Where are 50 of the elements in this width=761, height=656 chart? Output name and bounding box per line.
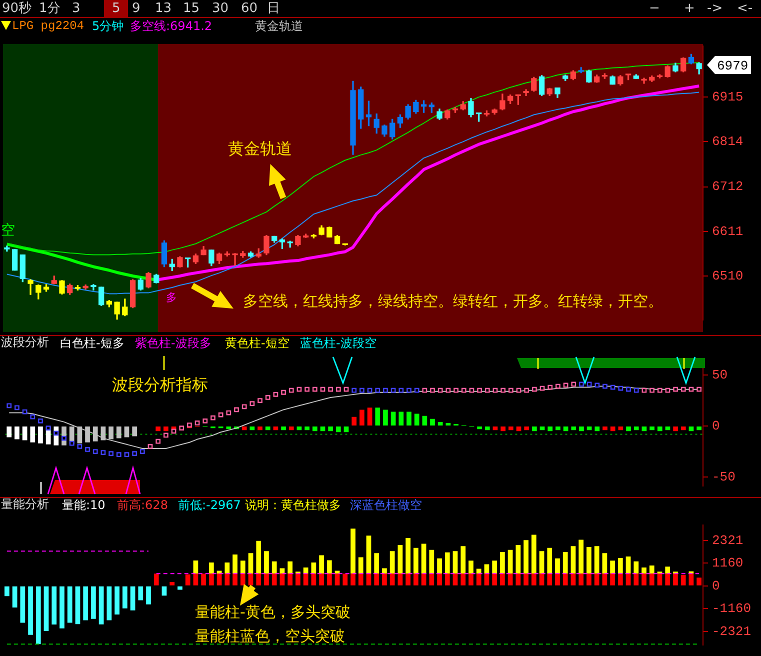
text: 前低:-2967 xyxy=(178,498,241,513)
text: 30 xyxy=(211,0,230,17)
text: 前高:628 xyxy=(117,498,168,513)
chart-title: 量能分析 xyxy=(1,498,49,513)
annotation: 波段分析指标 xyxy=(112,375,208,394)
text: 说明：黄色柱做多 xyxy=(245,498,341,513)
y-tick-label: 6814 xyxy=(712,134,744,150)
chart-subtitle: 5分钟 xyxy=(92,18,124,34)
text: 60 xyxy=(240,0,259,17)
text: 蓝色柱-波段空 xyxy=(300,336,376,351)
y-tick-label: -1160 xyxy=(712,601,752,616)
text: 1分 xyxy=(38,0,62,17)
text: 黄色柱-短空 xyxy=(225,336,290,351)
text: 多空线:6941.2 xyxy=(130,18,212,34)
annotation: 量能柱-黄色，多头突破 xyxy=(195,602,350,621)
text: 黄金轨道 xyxy=(255,18,303,34)
text: <- xyxy=(736,0,754,17)
text: 3 xyxy=(71,0,82,17)
chart-title: 波段分析 xyxy=(1,336,49,351)
y-tick-label: 6510 xyxy=(712,268,744,284)
annotation: 量能柱蓝色，空头突破 xyxy=(195,626,345,645)
text: 15 xyxy=(182,0,201,17)
text: 90秒 xyxy=(1,0,33,17)
text: + xyxy=(683,0,696,17)
text: 量能:10 xyxy=(62,498,106,513)
text: 6979 xyxy=(717,58,748,74)
y-tick-label: 0 xyxy=(712,418,720,434)
text: 9 xyxy=(131,0,142,17)
text: 5 xyxy=(104,0,128,17)
annotation: 黄金轨道 xyxy=(228,139,292,158)
y-tick-label: 1160 xyxy=(712,556,744,571)
chart-title: LPG pg2204 xyxy=(12,18,84,34)
y-tick-label: 6915 xyxy=(712,89,744,104)
y-tick-label: -2321 xyxy=(712,624,752,639)
text: 白色柱-短多 xyxy=(60,336,124,351)
y-tick-label: 6712 xyxy=(712,179,744,194)
annotation: 多 xyxy=(166,290,177,304)
y-tick-label: 2321 xyxy=(712,532,744,548)
y-tick-label: 0 xyxy=(712,578,720,594)
text: 紫色柱-波段多 xyxy=(135,336,212,351)
annotation: 空 xyxy=(1,222,15,239)
y-tick-label: 6611 xyxy=(712,224,744,239)
annotation: 多空线，红线持多，绿线持空。绿转红，开多。红转绿，开空。 xyxy=(243,292,663,310)
text: 13 xyxy=(154,0,173,17)
y-tick-label: 50 xyxy=(712,367,728,382)
y-tick-label: -50 xyxy=(712,469,736,484)
text: 深蓝色柱做空 xyxy=(350,498,422,513)
text: 日 xyxy=(266,0,281,17)
text: -> xyxy=(706,0,724,17)
text: − xyxy=(648,0,661,17)
